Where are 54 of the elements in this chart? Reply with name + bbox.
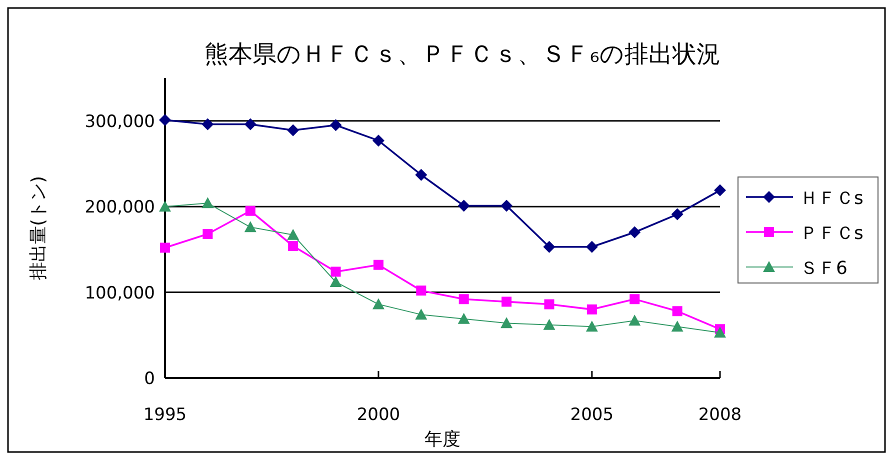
y-tick-label: 300,000 (84, 112, 155, 132)
y-tick-label: 0 (144, 369, 155, 389)
point (415, 308, 428, 320)
point (244, 221, 256, 232)
legend-label: ＰＦＣs (800, 223, 864, 244)
point (372, 134, 384, 147)
point (202, 118, 214, 130)
point (245, 206, 256, 216)
point (544, 299, 554, 310)
point (586, 320, 598, 332)
point (416, 286, 426, 296)
point (672, 306, 682, 316)
point (458, 312, 470, 324)
point (415, 168, 428, 181)
point (330, 119, 342, 132)
point (373, 260, 384, 270)
y-tick-label: 200,000 (84, 198, 155, 218)
x-axis-title: 年度 (424, 429, 460, 450)
point (202, 229, 213, 239)
x-tick-label: 2000 (356, 405, 400, 425)
point (671, 320, 684, 332)
point (628, 314, 641, 326)
point (586, 304, 597, 314)
point (244, 118, 256, 130)
point (202, 197, 214, 208)
point (502, 296, 512, 307)
x-tick-label: 2005 (570, 405, 614, 425)
point (630, 294, 640, 304)
x-tick-label: 1995 (143, 405, 187, 425)
point (543, 240, 556, 253)
point (288, 241, 298, 251)
point (671, 208, 684, 220)
point (160, 242, 170, 253)
legend-label: ＳＦ6 (800, 258, 848, 279)
point (458, 294, 469, 304)
y-tick-label: 100,000 (84, 283, 155, 304)
point (372, 298, 384, 310)
point (500, 317, 513, 328)
point (287, 124, 300, 136)
point (458, 200, 470, 212)
legend-label: ＨＦＣs (800, 188, 864, 209)
point (330, 276, 342, 287)
chart-title: 熊本県のＨＦＣｓ、ＰＦＣｓ、ＳＦ₆の排出状況 (204, 40, 720, 68)
point (543, 318, 556, 330)
point (287, 228, 300, 240)
point (159, 114, 171, 126)
point (330, 266, 341, 277)
point (586, 240, 598, 253)
point (714, 184, 726, 196)
point (628, 226, 641, 238)
point (714, 326, 726, 338)
point (500, 200, 513, 212)
x-tick-label: 2008 (698, 405, 742, 425)
y-axis-title: 排出量(トン) (28, 176, 49, 280)
